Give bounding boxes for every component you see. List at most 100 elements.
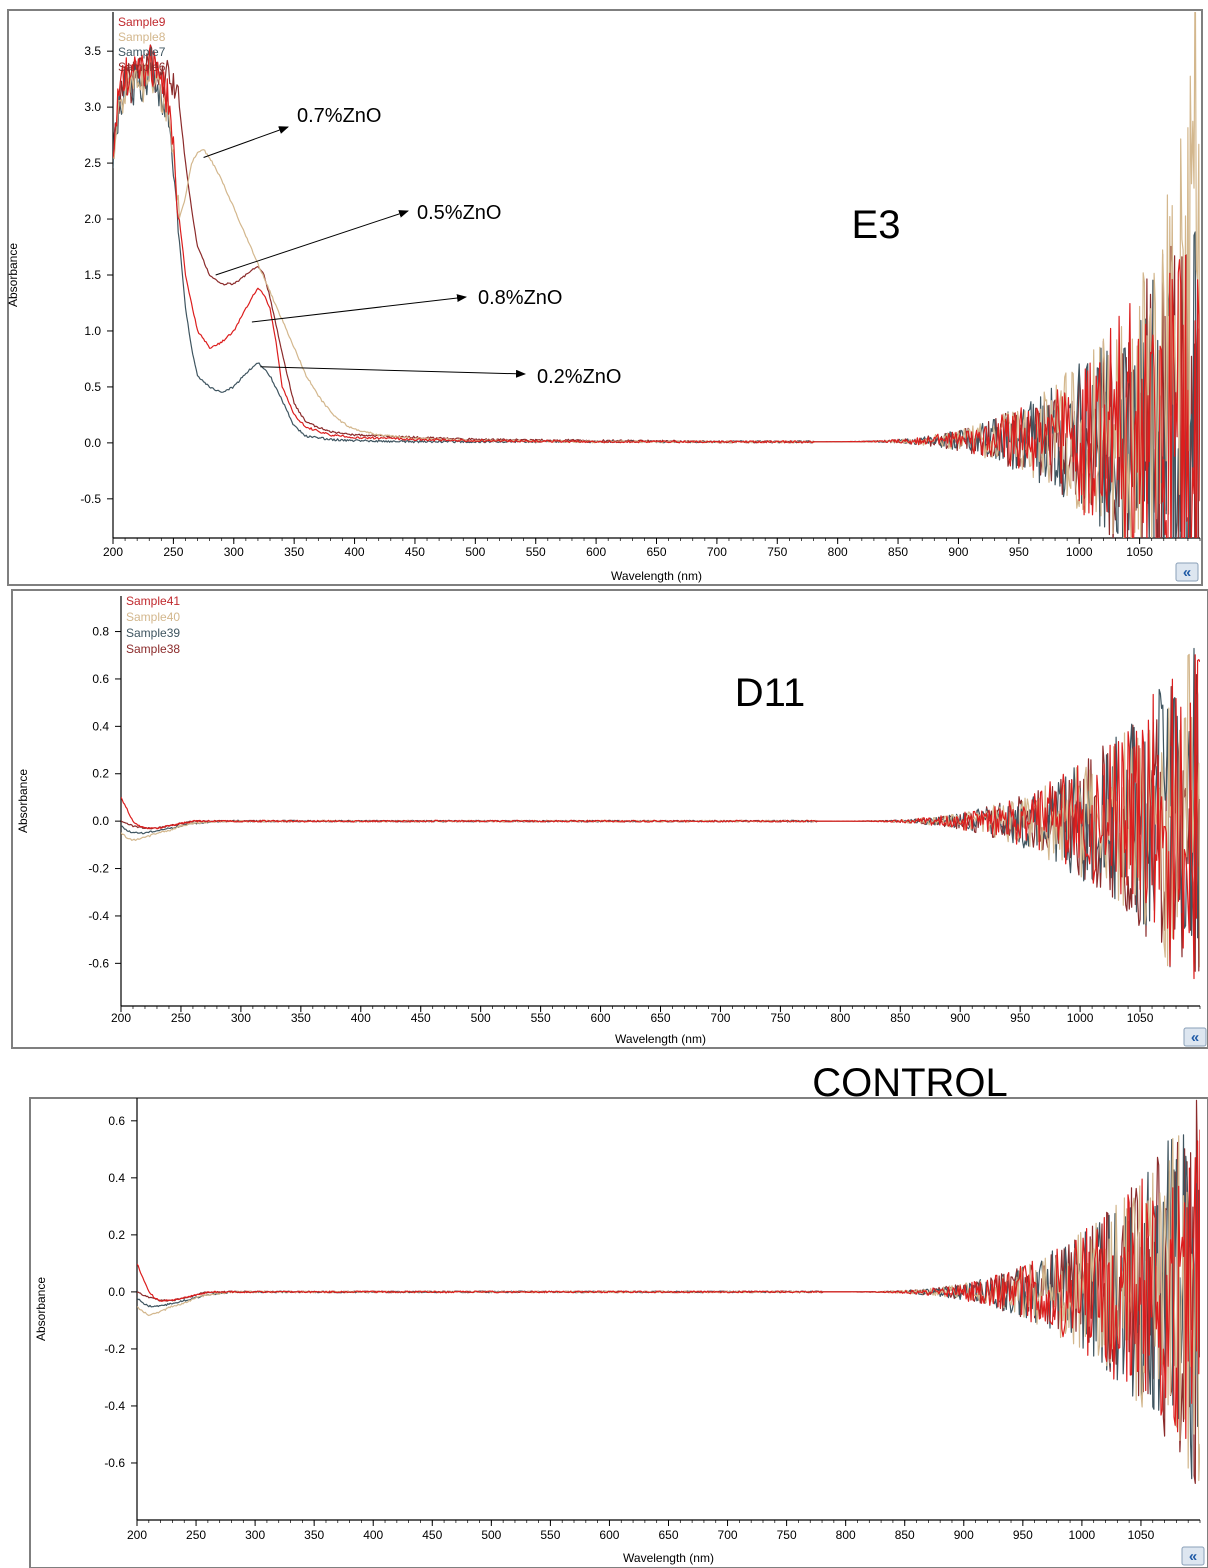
legend-entry: Sample7	[118, 45, 166, 59]
annotation-arrow	[203, 126, 289, 158]
x-tick-label: 750	[770, 1011, 790, 1025]
collapse-panel-button[interactable]: «	[1175, 562, 1199, 582]
annotation-arrow	[251, 294, 467, 323]
x-tick-label: 550	[531, 1011, 551, 1025]
y-tick-label: 0.6	[92, 672, 109, 686]
chart-panel-e3: 200 250 300 350 400 450 500 550 600 650 700 750 800 8…	[6, 9, 1203, 586]
x-tick-label: 950	[1010, 1011, 1030, 1025]
legend-entry: Sample39	[126, 626, 180, 640]
double-chevron-left-icon: «	[1191, 1029, 1199, 1046]
x-tick-label: 400	[351, 1011, 371, 1025]
panel-label: D11	[735, 671, 805, 715]
x-tick-label: 900	[948, 545, 968, 559]
x-tick-label: 800	[828, 545, 848, 559]
y-axis-title: Absorbance	[34, 1277, 48, 1341]
y-tick-label: 2.5	[84, 156, 101, 170]
x-tick-label: 1050	[1127, 1011, 1154, 1025]
x-tick-label: 350	[304, 1528, 324, 1542]
x-tick-label: 400	[363, 1528, 383, 1542]
chart-panel-d11: 200 250 300 350 400 450 500 550 600 650 700 750 800 8…	[11, 589, 1208, 1049]
x-tick-label: 850	[895, 1528, 915, 1542]
x-tick-label: 350	[291, 1011, 311, 1025]
y-tick-label: 1.0	[84, 324, 101, 338]
y-tick-label: 0.4	[92, 719, 109, 733]
x-tick-label: 650	[658, 1528, 678, 1542]
x-tick-label: 200	[111, 1011, 131, 1025]
y-tick-label: 2.0	[84, 212, 101, 226]
annotation-label: 0.8%ZnO	[478, 287, 562, 309]
x-tick-label: 600	[599, 1528, 619, 1542]
chart-frame	[29, 1097, 1208, 1568]
x-tick-label: 700	[718, 1528, 738, 1542]
x-tick-label: 900	[950, 1011, 970, 1025]
legend-entry: Sample38	[126, 642, 180, 656]
x-tick-label: 750	[777, 1528, 797, 1542]
x-tick-label: 300	[231, 1011, 251, 1025]
y-tick-label: -0.6	[104, 1456, 125, 1470]
x-tick-label: 500	[471, 1011, 491, 1025]
x-tick-label: 400	[345, 545, 365, 559]
x-tick-label: 250	[171, 1011, 191, 1025]
collapse-button-frame	[1183, 1027, 1207, 1047]
y-tick-label: -0.4	[104, 1399, 125, 1413]
x-tick-label: 850	[888, 545, 908, 559]
y-tick-label: 0.4	[108, 1171, 125, 1185]
y-axis-title: Absorbance	[6, 243, 20, 307]
x-tick-label: 600	[586, 545, 606, 559]
y-tick-label: -0.2	[88, 862, 109, 876]
y-tick-label: 0.5	[84, 380, 101, 394]
y-tick-label: 0.8	[92, 625, 109, 639]
x-tick-label: 550	[526, 545, 546, 559]
y-tick-label: 3.0	[84, 100, 101, 114]
series-line-sample41	[121, 654, 1200, 980]
x-tick-label: 300	[245, 1528, 265, 1542]
x-tick-label: 300	[224, 545, 244, 559]
chart-frame	[7, 9, 1203, 586]
x-tick-label: 650	[650, 1011, 670, 1025]
collapse-panel-button[interactable]: «	[1183, 1027, 1207, 1047]
x-tick-label: 850	[890, 1011, 910, 1025]
x-tick-label: 800	[830, 1011, 850, 1025]
legend-entry: Sample8	[118, 30, 166, 44]
x-tick-label: 1050	[1128, 1528, 1155, 1542]
y-tick-label: -0.5	[80, 492, 101, 506]
series-line-trace-0	[137, 1129, 1200, 1440]
x-tick-label: 550	[540, 1528, 560, 1542]
legend-entry: Sample40	[126, 610, 180, 624]
x-tick-label: 700	[707, 545, 727, 559]
x-tick-label: 450	[405, 545, 425, 559]
y-tick-label: 0.2	[108, 1228, 125, 1242]
legend-entry: Sample9	[118, 15, 166, 29]
x-tick-label: 700	[710, 1011, 730, 1025]
collapse-button-frame	[1181, 1546, 1205, 1566]
x-tick-label: 200	[103, 545, 123, 559]
panel-label: E3	[852, 203, 901, 247]
annotation-arrow	[260, 366, 526, 378]
x-tick-label: 750	[767, 545, 787, 559]
series-line-sample9	[113, 44, 1200, 538]
panel-label: CONTROL	[812, 1061, 1008, 1105]
x-tick-label: 350	[284, 545, 304, 559]
chart-panel-control: 200 250 300 350 400 450 500 550 600 650 700 750 800 8…	[29, 1061, 1208, 1568]
y-tick-label: 0.0	[84, 436, 101, 450]
annotation-arrow	[215, 210, 409, 276]
x-tick-label: 1000	[1066, 545, 1093, 559]
collapse-button-frame	[1175, 562, 1199, 582]
y-tick-label: 3.5	[84, 44, 101, 58]
x-tick-label: 250	[186, 1528, 206, 1542]
x-tick-label: 800	[836, 1528, 856, 1542]
x-tick-label: 650	[646, 545, 666, 559]
y-axis-title: Absorbance	[16, 769, 30, 833]
y-tick-label: -0.4	[88, 909, 109, 923]
x-tick-label: 200	[127, 1528, 147, 1542]
x-axis-title: Wavelength (nm)	[623, 1551, 714, 1565]
collapse-panel-button[interactable]: «	[1181, 1546, 1205, 1566]
x-tick-label: 1000	[1067, 1011, 1094, 1025]
y-tick-label: 0.0	[108, 1285, 125, 1299]
annotation-label: 0.5%ZnO	[417, 202, 501, 224]
double-chevron-left-icon: «	[1183, 564, 1191, 581]
x-tick-label: 900	[954, 1528, 974, 1542]
x-tick-label: 600	[591, 1011, 611, 1025]
y-tick-label: 1.5	[84, 268, 101, 282]
x-tick-label: 950	[1009, 545, 1029, 559]
